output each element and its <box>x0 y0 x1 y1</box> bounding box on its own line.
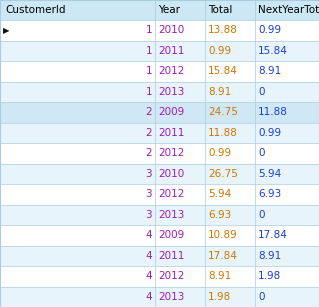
Bar <box>0 0 319 20</box>
Text: 1: 1 <box>145 25 152 35</box>
Text: 1: 1 <box>145 66 152 76</box>
Text: 10.89: 10.89 <box>208 230 238 240</box>
Text: 3: 3 <box>145 169 152 179</box>
Text: 2009: 2009 <box>158 107 184 117</box>
Bar <box>0 143 319 164</box>
Text: 17.84: 17.84 <box>258 230 288 240</box>
Text: 3: 3 <box>145 210 152 220</box>
Text: ▶: ▶ <box>3 26 10 35</box>
Text: 2012: 2012 <box>158 189 184 199</box>
Text: 4: 4 <box>145 271 152 281</box>
Bar <box>0 184 319 204</box>
Text: 2: 2 <box>145 148 152 158</box>
Bar <box>0 41 319 61</box>
Text: 4: 4 <box>145 251 152 261</box>
Text: 0: 0 <box>258 87 264 97</box>
Text: 15.84: 15.84 <box>208 66 238 76</box>
Text: 1.98: 1.98 <box>258 271 281 281</box>
Text: 2011: 2011 <box>158 251 184 261</box>
Text: 8.91: 8.91 <box>258 251 281 261</box>
Bar <box>0 61 319 81</box>
Text: 0.99: 0.99 <box>208 46 231 56</box>
Text: 0.99: 0.99 <box>258 25 281 35</box>
Bar <box>0 102 319 122</box>
Text: 1: 1 <box>145 87 152 97</box>
Bar <box>0 246 319 266</box>
Bar <box>0 164 319 184</box>
Text: 2012: 2012 <box>158 148 184 158</box>
Text: 2012: 2012 <box>158 271 184 281</box>
Text: 8.91: 8.91 <box>208 271 231 281</box>
Text: 2009: 2009 <box>158 230 184 240</box>
Text: 15.84: 15.84 <box>258 46 288 56</box>
Text: 2013: 2013 <box>158 292 184 302</box>
Text: 4: 4 <box>145 292 152 302</box>
Text: 6.93: 6.93 <box>208 210 231 220</box>
Bar <box>0 286 319 307</box>
Text: 2011: 2011 <box>158 128 184 138</box>
Text: NextYearTotal: NextYearTotal <box>258 5 319 15</box>
Text: 0: 0 <box>258 292 264 302</box>
Text: 5.94: 5.94 <box>208 189 231 199</box>
Bar <box>0 20 319 41</box>
Bar <box>0 204 319 225</box>
Text: 13.88: 13.88 <box>208 25 238 35</box>
Text: 3: 3 <box>145 189 152 199</box>
Text: 11.88: 11.88 <box>208 128 238 138</box>
Text: Total: Total <box>208 5 232 15</box>
Text: 5.94: 5.94 <box>258 169 281 179</box>
Text: 4: 4 <box>145 230 152 240</box>
Text: 1.98: 1.98 <box>208 292 231 302</box>
Bar <box>0 225 319 246</box>
Text: 2012: 2012 <box>158 66 184 76</box>
Text: 0.99: 0.99 <box>258 128 281 138</box>
Text: 0: 0 <box>258 210 264 220</box>
Text: 24.75: 24.75 <box>208 107 238 117</box>
Text: 8.91: 8.91 <box>258 66 281 76</box>
Text: 2013: 2013 <box>158 87 184 97</box>
Text: 26.75: 26.75 <box>208 169 238 179</box>
Text: 8.91: 8.91 <box>208 87 231 97</box>
Text: 6.93: 6.93 <box>258 189 281 199</box>
Text: 2011: 2011 <box>158 46 184 56</box>
Text: 2: 2 <box>145 107 152 117</box>
Bar <box>0 122 319 143</box>
Text: Year: Year <box>158 5 180 15</box>
Bar <box>0 266 319 286</box>
Text: 2010: 2010 <box>158 169 184 179</box>
Text: 2013: 2013 <box>158 210 184 220</box>
Text: 11.88: 11.88 <box>258 107 288 117</box>
Text: CustomerId: CustomerId <box>5 5 65 15</box>
Text: 0.99: 0.99 <box>208 148 231 158</box>
Text: 2: 2 <box>145 128 152 138</box>
Bar <box>0 81 319 102</box>
Text: 0: 0 <box>258 148 264 158</box>
Text: 2010: 2010 <box>158 25 184 35</box>
Text: 1: 1 <box>145 46 152 56</box>
Text: 17.84: 17.84 <box>208 251 238 261</box>
